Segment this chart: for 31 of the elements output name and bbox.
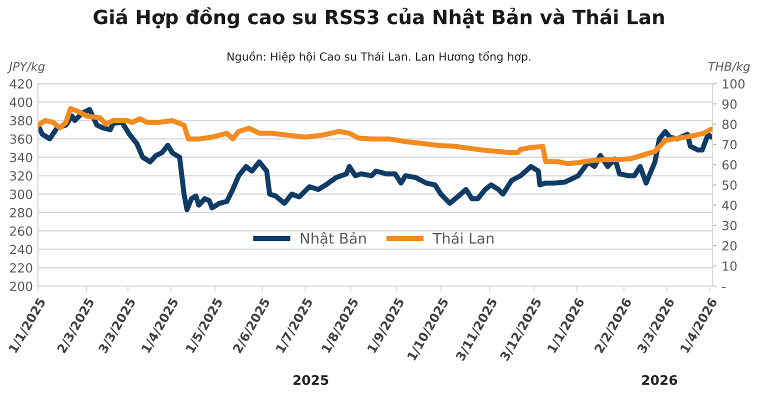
y-tick-label: 380 [10, 116, 32, 126]
y-tick-label: 360 [10, 134, 32, 144]
text: 2026 [642, 375, 678, 386]
y-tick-label: 200 [10, 282, 32, 292]
legend-label: Nhật Bản [300, 232, 366, 246]
y2-tick-label: 50 [722, 180, 737, 190]
y2-tick-label: 30 [722, 220, 737, 230]
y2-tick-label: 60 [722, 160, 737, 170]
text: Nguồn: Hiệp hội Cao su Thái Lan. Lan Hương tổng hợp. [228, 51, 530, 63]
legend-label: Thái Lan [432, 232, 494, 244]
y-tick-label: 300 [10, 190, 32, 200]
y2-tick-label: - [722, 286, 726, 288]
y2-tick-label: 80 [722, 120, 737, 130]
y-tick-label: 220 [10, 263, 32, 273]
y-axis-title: JPY/kg [7, 62, 45, 74]
y-tick-label: 260 [10, 226, 32, 236]
text: 2025 [293, 375, 328, 386]
y2-tick-label: 20 [722, 241, 737, 251]
y2-tick-label: 70 [722, 140, 737, 150]
y-tick-label: 240 [10, 244, 32, 254]
y-tick-label: 420 [10, 79, 32, 89]
y2-tick-label: 90 [722, 99, 737, 109]
y-tick-label: 340 [10, 152, 32, 162]
y2-tick-label: 40 [722, 200, 737, 210]
y-tick-label: 400 [10, 98, 32, 108]
y2-axis-title: THB/kg [708, 62, 750, 74]
y2-tick-label: 100 [722, 79, 745, 89]
chart-title: Giá Hợp đồng cao su RSS3 của Nhật Bản và Thái Lan [94, 7, 664, 28]
y-tick-label: 280 [10, 208, 32, 218]
y2-tick-label: 10 [722, 261, 737, 271]
y-tick-label: 320 [10, 171, 32, 181]
